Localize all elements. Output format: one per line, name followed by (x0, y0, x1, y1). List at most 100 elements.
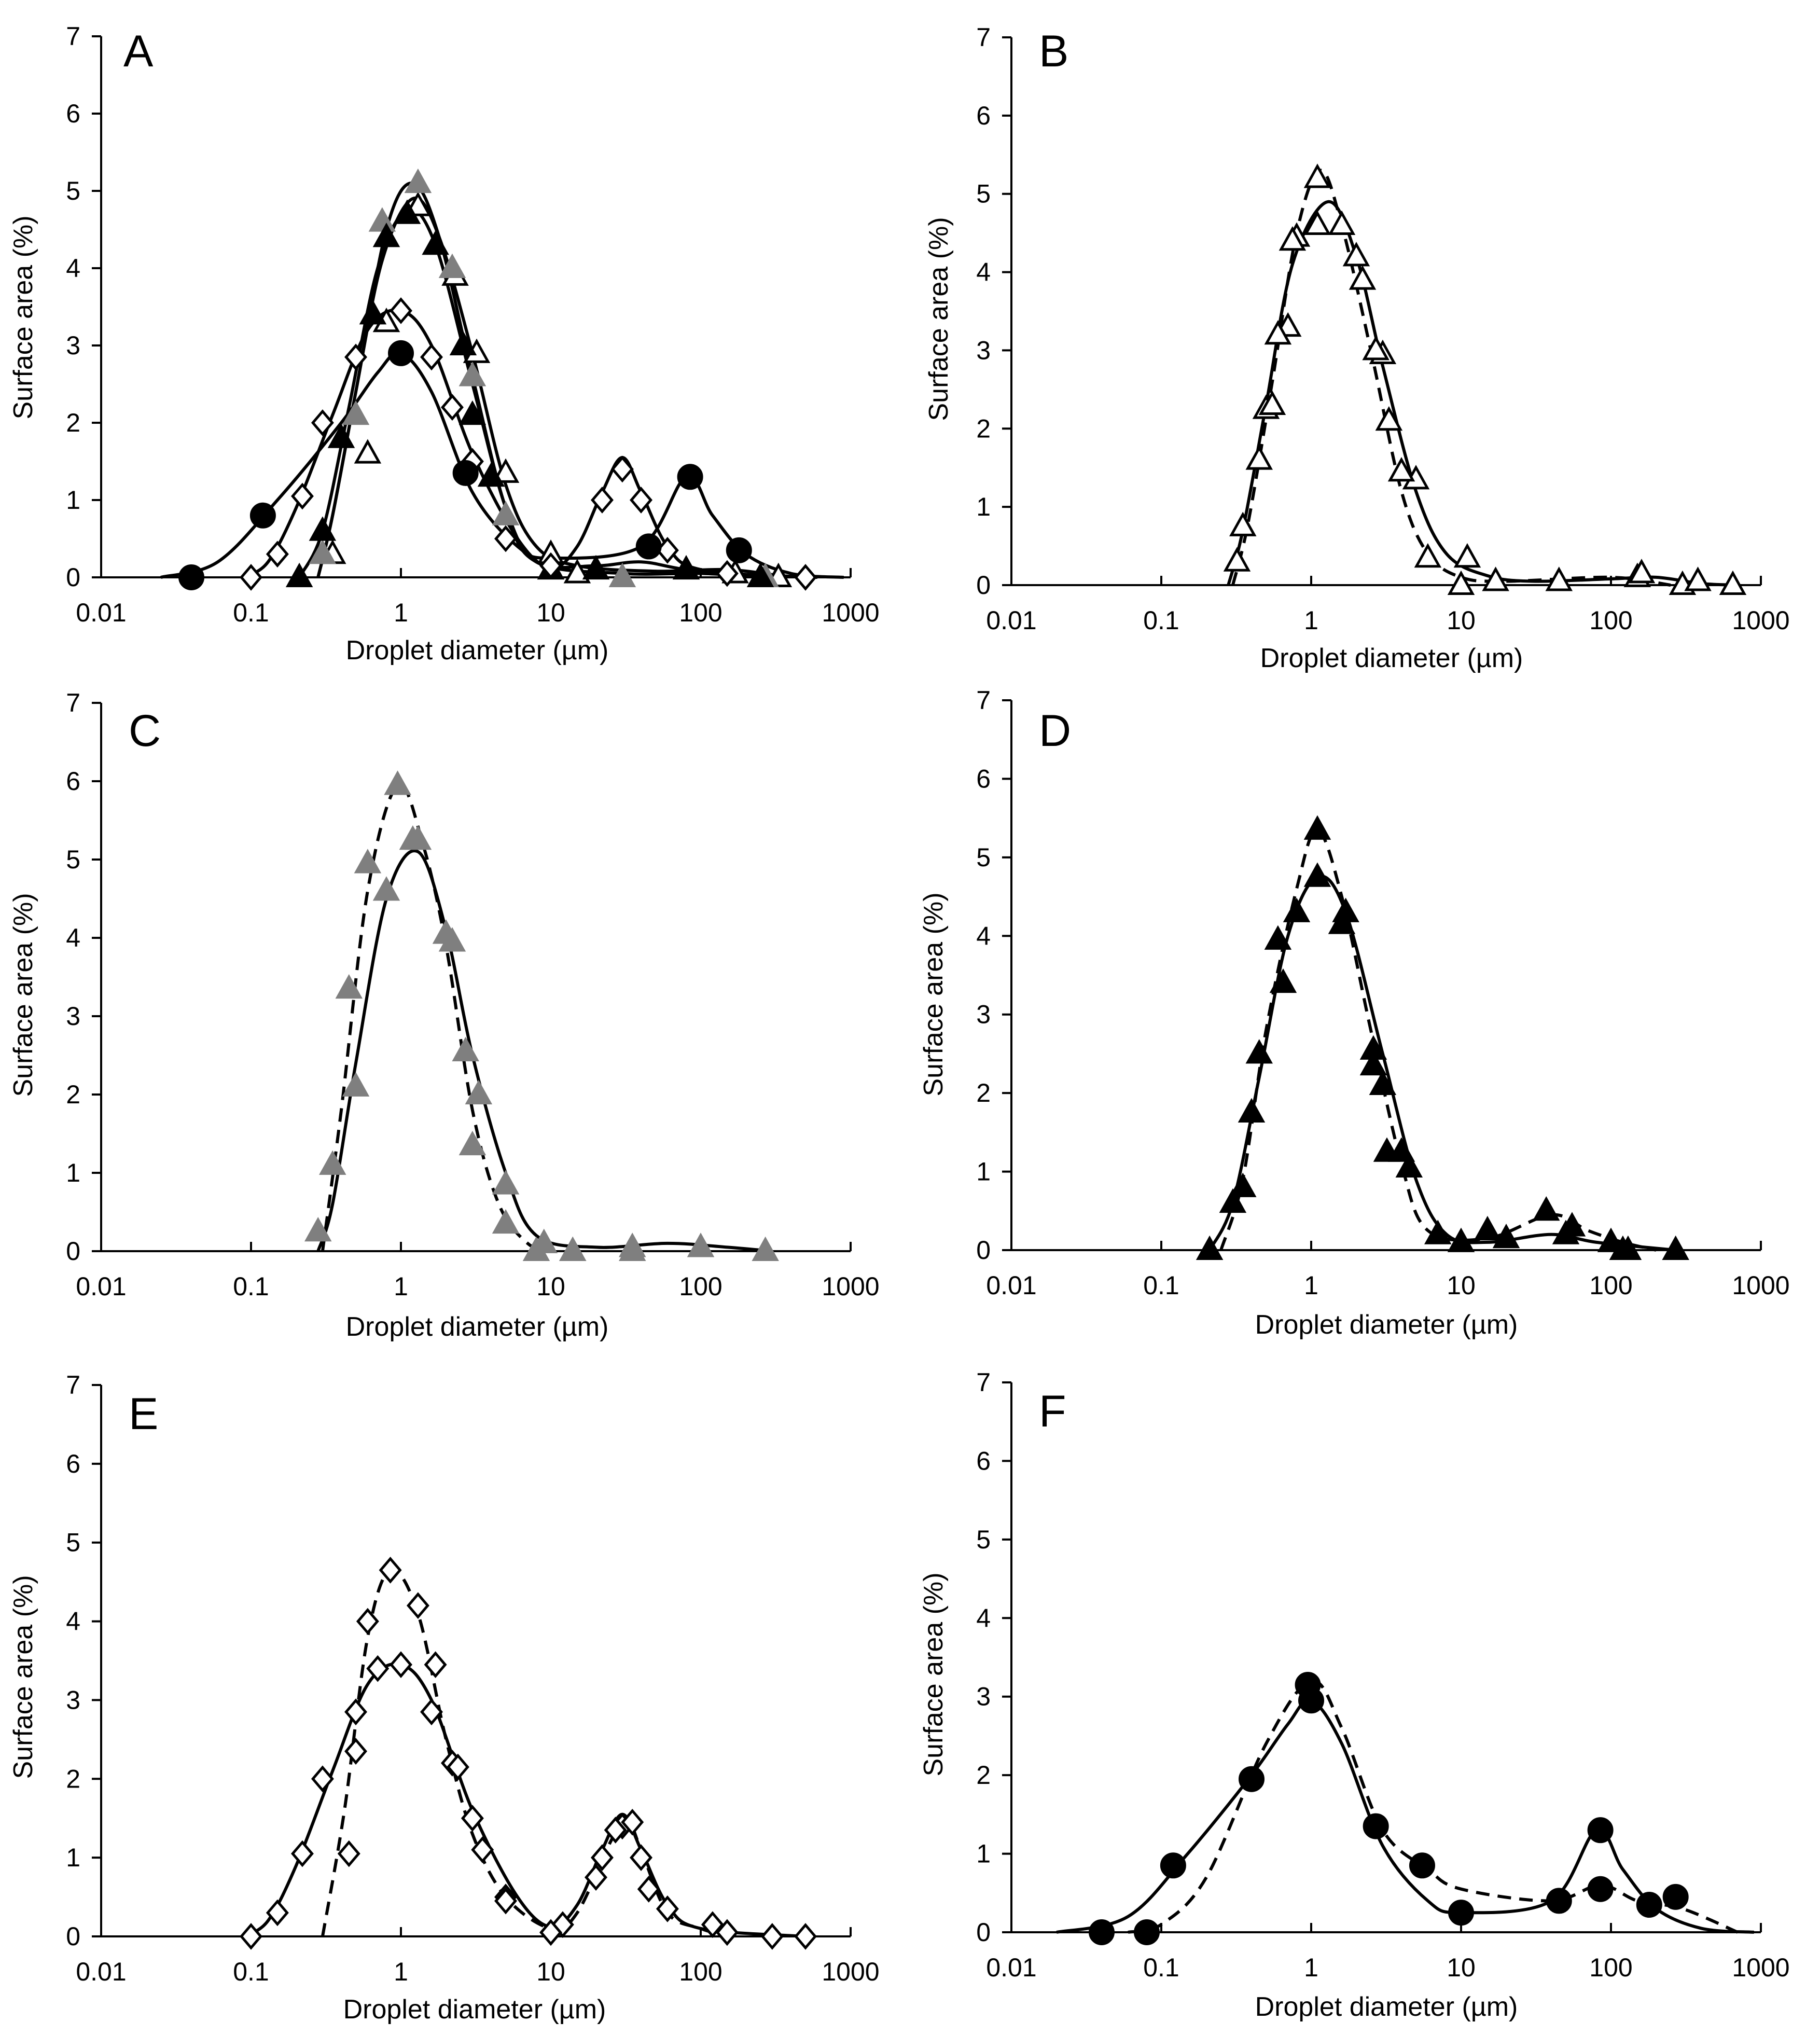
panel-a-data-point (309, 516, 337, 541)
panel-e-x-axis-label: Droplet diameter (µm) (343, 1995, 606, 2025)
panel-a-y-tick-label: 5 (66, 176, 80, 205)
panel-a: A Droplet diameter (µm) Surface area (%)… (8, 22, 880, 666)
panel-e-data-point (390, 1651, 412, 1678)
panel-b-data-point (1264, 320, 1292, 345)
panel-e-axes: 0 1 2 3 4 5 6 7 0.01 0.1 1 10 100 1000 (66, 1370, 879, 1986)
panel-a-axes: 0 1 2 3 4 5 6 7 0.01 0.1 1 10 100 1000 (66, 22, 879, 627)
panel-a-data-point (404, 168, 432, 193)
panel-d-x-tick-label: 0.01 (986, 1271, 1036, 1300)
panel-b-series-dashed-line (1231, 169, 1671, 587)
panel-b-series-solid-line (1227, 200, 1738, 587)
panel-b-data-point (1258, 390, 1286, 415)
panel-f-x-tick-label: 1 (1304, 1953, 1318, 1982)
panel-c-data-point (304, 1217, 332, 1242)
panel-c-y-tick-label: 6 (66, 767, 80, 796)
panel-c-data-point (342, 1072, 370, 1097)
panel-f-x-tick-label: 0.1 (1143, 1953, 1179, 1982)
panel-e-data-point (344, 1738, 367, 1765)
panel-a-data-point (492, 501, 520, 525)
panel-e-y-tick-label: 6 (66, 1449, 80, 1478)
panel-f-y-tick-label: 2 (976, 1761, 991, 1790)
panel-e-data-point (621, 1808, 644, 1836)
panel-d-x-tick-label: 100 (1589, 1271, 1632, 1300)
panel-a-data-point (311, 409, 334, 436)
panel-d-data-point (1264, 925, 1292, 950)
panel-f-series-dashed-markers (1133, 1672, 1689, 1945)
panel-c-y-tick-label: 3 (66, 1002, 80, 1031)
panel-d-data-point (1303, 815, 1331, 840)
panel-a-y-tick-label: 0 (66, 563, 80, 592)
panel-b-data-point (1375, 406, 1403, 431)
panel-b-data-point (1342, 242, 1370, 267)
panel-c-data-point (318, 1150, 346, 1175)
panel-f-series-dashed-line (1128, 1679, 1739, 1934)
panel-a-data-point (449, 330, 477, 355)
panel-a-data-point (309, 539, 337, 564)
panel-b-data-point (1245, 445, 1273, 470)
panel-f-data-point (1133, 1919, 1160, 1945)
panel-d-data-point (1245, 1039, 1273, 1064)
panel-d-data-point (1229, 1172, 1257, 1197)
panel-f-x-tick-label: 0.01 (986, 1953, 1036, 1982)
panel-c-y-tick-label: 1 (66, 1158, 80, 1187)
panel-c-data-point (384, 770, 411, 795)
panel-f-data-point (1636, 1892, 1662, 1918)
panel-b-y-tick-label: 7 (976, 23, 991, 52)
panel-d-y-tick-label: 3 (976, 1000, 991, 1029)
panel-c-data-point (459, 1130, 487, 1156)
panel-e-data-point (379, 1557, 402, 1584)
panel-a-data-point (266, 541, 289, 568)
panel-c-series-solid-line (316, 849, 773, 1253)
panel-b-y-tick-label: 6 (976, 101, 991, 130)
panel-a-series-filled-circle-line (160, 351, 844, 579)
panel-c-y-tick-label: 0 (66, 1237, 80, 1266)
panel-d-data-point (1238, 1098, 1266, 1123)
panel-b-x-tick-label: 1000 (1732, 606, 1789, 635)
panel-d-data-point (1283, 897, 1311, 922)
panel-e-data-point (585, 1864, 607, 1891)
panel-a-data-point (715, 560, 739, 587)
panel-a-data-point (459, 362, 487, 386)
panel-d-x-tick-label: 10 (1447, 1271, 1476, 1300)
panel-d-data-point (1328, 909, 1356, 934)
panel-c-y-tick-label: 5 (66, 845, 80, 874)
panel-a-data-point (290, 482, 314, 510)
panel-e-y-tick-label: 0 (66, 1922, 80, 1951)
panel-f-y-axis-label: Surface area (%) (919, 1572, 949, 1776)
panel-e-data-point (266, 1899, 289, 1927)
panel-a-label: A (123, 26, 154, 76)
panel-f-data-point (1160, 1852, 1186, 1879)
panel-c-y-tick-label: 2 (66, 1080, 80, 1109)
panel-b-data-point (1387, 457, 1415, 482)
panel-f-data-point (1238, 1766, 1265, 1792)
panel-d-axes: 0 1 2 3 4 5 6 7 0.01 0.1 1 10 100 1000 (976, 686, 1789, 1300)
panel-b-data-point (1482, 566, 1509, 591)
panel-f-data-point (1088, 1919, 1115, 1945)
panel-a-y-tick-label: 1 (66, 486, 80, 515)
panel-d-data-point (1269, 968, 1297, 993)
panel-a-data-point (249, 502, 276, 529)
panel-b-data-point (1303, 163, 1331, 188)
panel-b-data-point (1303, 210, 1331, 236)
panel-f-data-point (1587, 1817, 1614, 1844)
panel-e-y-tick-label: 5 (66, 1528, 80, 1557)
panel-a-x-tick-label: 1 (394, 598, 408, 627)
panel-a-y-tick-label: 4 (66, 254, 80, 283)
panel-f-y-tick-label: 5 (976, 1525, 991, 1554)
panel-e-data-point (794, 1923, 817, 1950)
panel-d-data-point (1609, 1235, 1637, 1260)
panel-b-data-point (1628, 559, 1656, 584)
panel-c-axes: 0 1 2 3 4 5 6 7 0.01 0.1 1 10 100 1000 (66, 688, 879, 1301)
panel-a-y-tick-label: 7 (66, 22, 80, 51)
panel-b-data-point (1229, 511, 1257, 536)
panel-f-series-solid-line (1056, 1698, 1755, 1934)
panel-d-data-point (1532, 1196, 1560, 1221)
panel-c-data-point (399, 825, 427, 850)
panel-a-data-point (608, 562, 636, 587)
panel-d-data-point (1597, 1227, 1625, 1252)
panel-a-x-axis-label: Droplet diameter (µm) (346, 635, 609, 666)
panel-c-series-dashed-line (321, 782, 551, 1253)
panel-a-x-tick-label: 1000 (822, 598, 879, 627)
panel-a-data-point (539, 552, 562, 579)
